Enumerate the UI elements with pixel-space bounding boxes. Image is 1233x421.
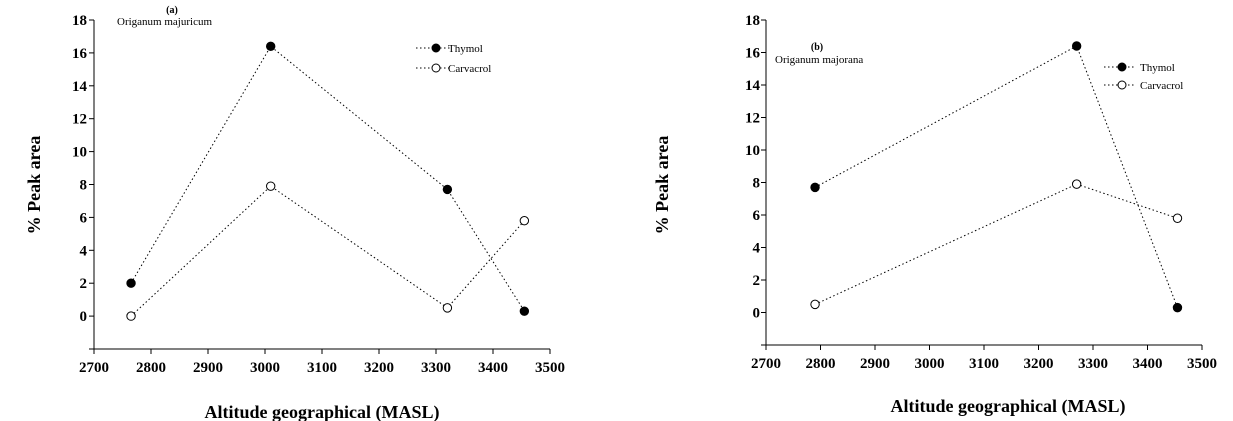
x-tick-label: 3200 [364,360,394,376]
y-tick-label: 6 [80,210,88,226]
y-tick-label: 16 [72,46,88,62]
x-tick-label: 3500 [535,360,565,376]
data-point-thymol [442,184,453,195]
y-tick-label: 8 [80,178,88,194]
x-tick-label: 3100 [307,360,337,376]
x-tick-label: 2900 [860,356,890,372]
y-tick-label: 4 [80,243,88,259]
y-tick-label: 0 [80,309,88,325]
y-tick-label: 8 [753,176,761,192]
y-tick-label: 6 [753,208,761,224]
legend-marker-thymol [1117,62,1127,72]
panel-label: (b) [811,42,823,53]
x-tick-label: 3000 [250,360,280,376]
y-tick-label: 14 [745,78,761,94]
y-tick-label: 12 [745,111,760,127]
x-tick-label: 2700 [79,360,109,376]
x-tick-label: 3400 [478,360,508,376]
x-tick-label: 3300 [421,360,451,376]
x-tick-label: 2800 [806,356,836,372]
y-tick-label: 18 [72,13,87,29]
data-point-carvacrol [519,215,530,226]
data-point-carvacrol [266,181,276,191]
y-tick-label: 10 [745,143,760,159]
chart-panel-b: 2700 2800 2900 3000 3100 3200 3300 3400 3500 0 2 4 6… [652,13,1217,417]
x-tick-label: 3100 [969,356,999,372]
series-line-thymol [130,45,525,312]
y-tick-label: 12 [72,112,87,128]
y-tick-label: 4 [753,241,761,257]
data-point-thymol [1172,302,1183,313]
legend-marker-carvacrol [1117,80,1127,90]
data-point-carvacrol [442,303,453,313]
y-axis-title: % Peak area [652,136,672,235]
data-point-carvacrol [1071,179,1082,189]
x-axis-title: Altitude geographical (MASL) [891,396,1126,417]
y-axis-title: % Peak area [24,136,44,235]
y-tick-label: 18 [745,13,760,29]
x-tick-label: 3000 [915,356,945,372]
chart-subtitle: Origanum majuricum [117,16,212,28]
data-point-thymol [519,306,530,316]
panel-label: (a) [166,5,178,16]
data-point-carvacrol [1172,213,1183,223]
y-tick-label: 0 [753,306,761,322]
y-tick-label: 2 [80,276,88,292]
y-tick-label: 14 [72,79,88,95]
legend-label-carvacrol: Carvacrol [1140,80,1183,92]
data-point-carvacrol [810,299,820,310]
x-axis-title: Altitude geographical (MASL) [205,402,440,421]
legend-marker-carvacrol [431,63,441,73]
x-tick-label: 2700 [751,356,781,372]
y-tick-label: 16 [745,46,761,62]
x-tick-label: 3200 [1024,356,1054,372]
legend-label-carvacrol: Carvacrol [448,63,491,75]
legend-label-thymol: Thymol [1140,62,1175,74]
data-point-thymol [1071,41,1082,51]
x-tick-label: 3400 [1133,356,1163,372]
series-line-carvacrol [814,183,1178,305]
x-tick-label: 2900 [193,360,223,376]
y-tick-label: 2 [753,273,761,289]
data-point-thymol [126,278,136,288]
data-point-thymol [810,182,820,193]
x-tick-label: 2800 [136,360,166,376]
y-tick-label: 10 [72,145,87,161]
data-point-thymol [266,41,276,52]
series-line-carvacrol [130,185,525,317]
data-point-carvacrol [126,311,136,321]
legend-label-thymol: Thymol [448,43,483,55]
chart-panel-a: 2700 2800 2900 3000 3100 3200 3300 3400 3500 0 2 4 6… [24,5,565,421]
legend-marker-thymol [431,43,441,53]
chart-subtitle: Origanum majorana [775,54,863,66]
x-tick-label: 3300 [1078,356,1108,372]
x-tick-label: 3500 [1187,356,1217,372]
